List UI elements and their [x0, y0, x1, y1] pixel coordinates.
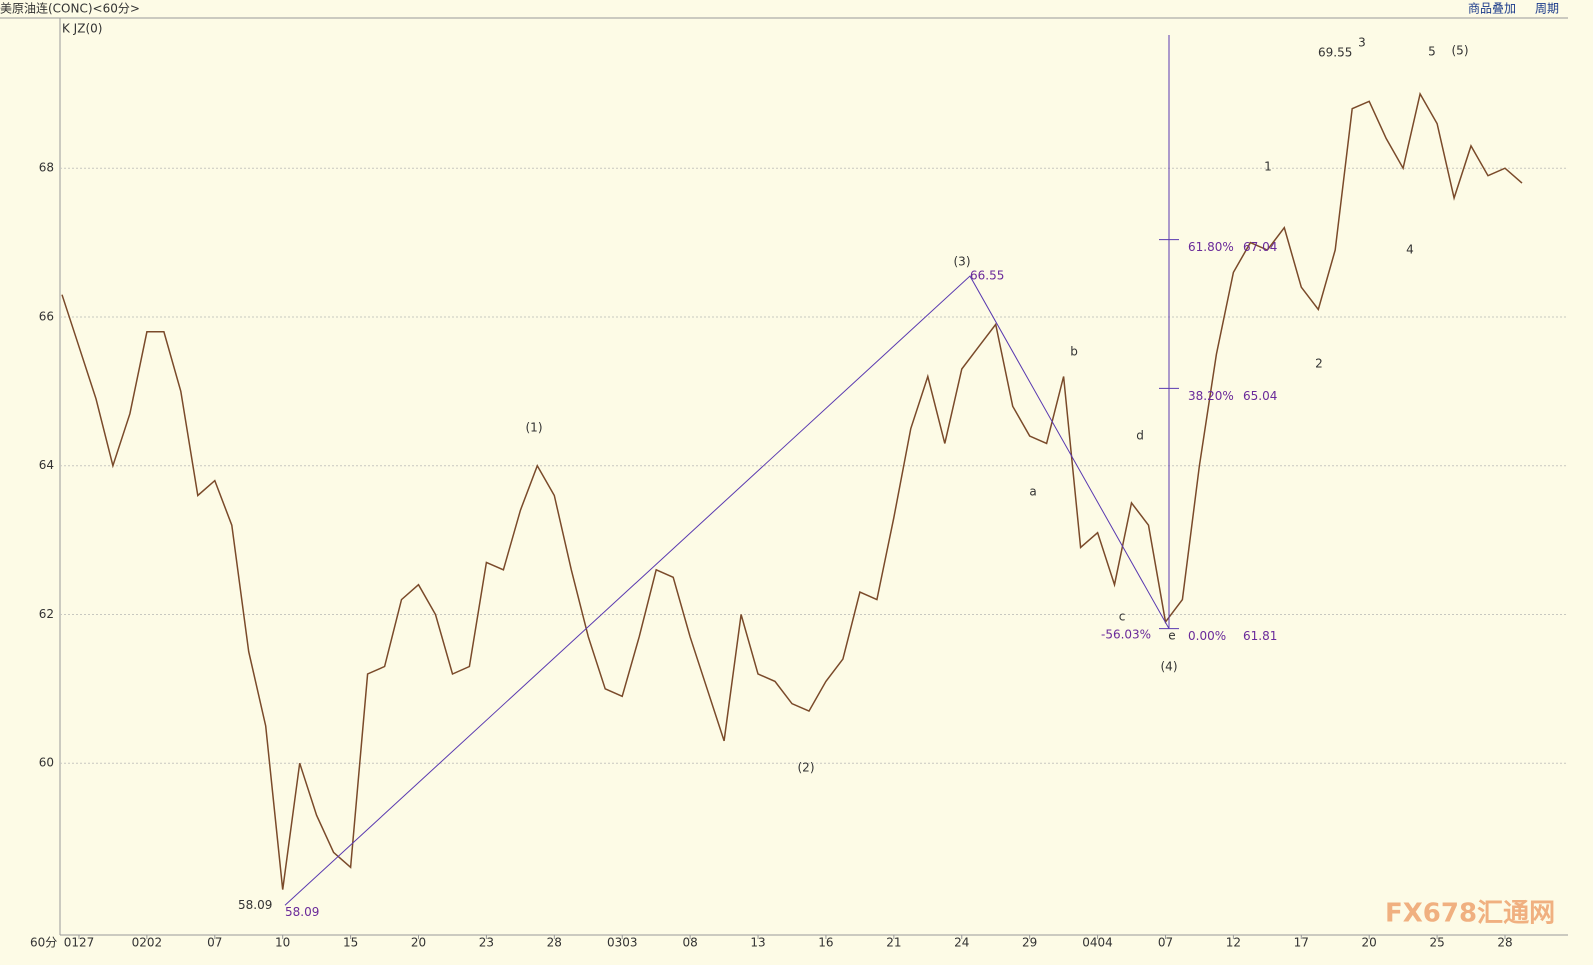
indicator: K JZ(0) — [62, 22, 102, 36]
y-tick-label: 62 — [39, 607, 54, 621]
chart: 美原油连(CONC)<60分> K JZ(0) 商品叠加 周期 60分 FX67… — [0, 0, 1568, 950]
x-tick-label: 25 — [1429, 936, 1444, 950]
fib-price: 61.81 — [1243, 629, 1277, 643]
price-label: 58.09 — [285, 905, 319, 919]
wave-label: 2 — [1315, 357, 1323, 371]
x-tick-label: 12 — [1226, 936, 1241, 950]
x-tick-label: 07 — [1158, 936, 1173, 950]
x-tick-label: 16 — [818, 936, 833, 950]
fib-percent: 0.00% — [1188, 629, 1226, 643]
wave-label: e — [1168, 629, 1175, 643]
price-label: 66.55 — [970, 269, 1004, 283]
y-tick-label: 64 — [39, 458, 54, 472]
fib-price: 65.04 — [1243, 389, 1277, 403]
menu-item[interactable]: 商品叠加 — [1468, 1, 1516, 16]
wave-label: b — [1070, 345, 1078, 359]
extension-label: -56.03% — [1101, 628, 1151, 642]
background — [0, 0, 1568, 950]
x-tick-label: 29 — [1022, 936, 1037, 950]
x-tick-label: 07 — [207, 936, 222, 950]
x-tick-label: 20 — [1362, 936, 1377, 950]
wave-label: (3) — [954, 255, 971, 269]
x-tick-label: 13 — [750, 936, 765, 950]
x-tick-label: 21 — [886, 936, 901, 950]
period-label: 60分 — [30, 936, 57, 950]
x-tick-label: 0404 — [1082, 936, 1113, 950]
x-tick-label: 0127 — [64, 936, 95, 950]
y-tick-label: 60 — [39, 756, 54, 770]
x-tick-label: 08 — [682, 936, 697, 950]
wave-label: (5) — [1452, 44, 1469, 58]
x-tick-label: 10 — [275, 936, 290, 950]
x-tick-label: 28 — [547, 936, 562, 950]
price-label: 69.55 — [1318, 45, 1352, 59]
wave-label: 5 — [1428, 45, 1436, 59]
x-tick-label: 28 — [1497, 936, 1512, 950]
menu-item[interactable]: 周期 — [1535, 2, 1559, 16]
wave-label: 3 — [1358, 36, 1366, 50]
watermark: FX678汇通网 — [1385, 899, 1555, 929]
wave-label: c — [1119, 610, 1126, 624]
y-tick-label: 66 — [39, 309, 54, 323]
wave-label: 4 — [1406, 243, 1414, 257]
price-label: 58.09 — [238, 898, 272, 912]
wave-label: (2) — [798, 761, 815, 775]
swing-line — [284, 275, 1170, 906]
y-tick-label: 68 — [39, 161, 54, 175]
wave-label: (1) — [526, 421, 543, 435]
fib-percent: 38.20% — [1188, 389, 1234, 403]
wave-label: d — [1136, 429, 1144, 443]
title: 美原油连(CONC)<60分> — [0, 1, 140, 16]
x-tick-label: 17 — [1294, 936, 1309, 950]
x-tick-label: 0303 — [607, 936, 638, 950]
fib-percent: 61.80% — [1188, 240, 1234, 254]
x-tick-label: 20 — [411, 936, 426, 950]
x-tick-label: 24 — [954, 936, 969, 950]
wave-label: (4) — [1161, 660, 1178, 674]
fib-price: 67.04 — [1243, 240, 1277, 254]
wave-label: 1 — [1264, 160, 1272, 174]
x-tick-label: 15 — [343, 936, 358, 950]
wave-label: a — [1029, 485, 1036, 499]
x-tick-label: 0202 — [132, 936, 163, 950]
price-line — [61, 91, 1523, 890]
x-tick-label: 23 — [479, 936, 494, 950]
